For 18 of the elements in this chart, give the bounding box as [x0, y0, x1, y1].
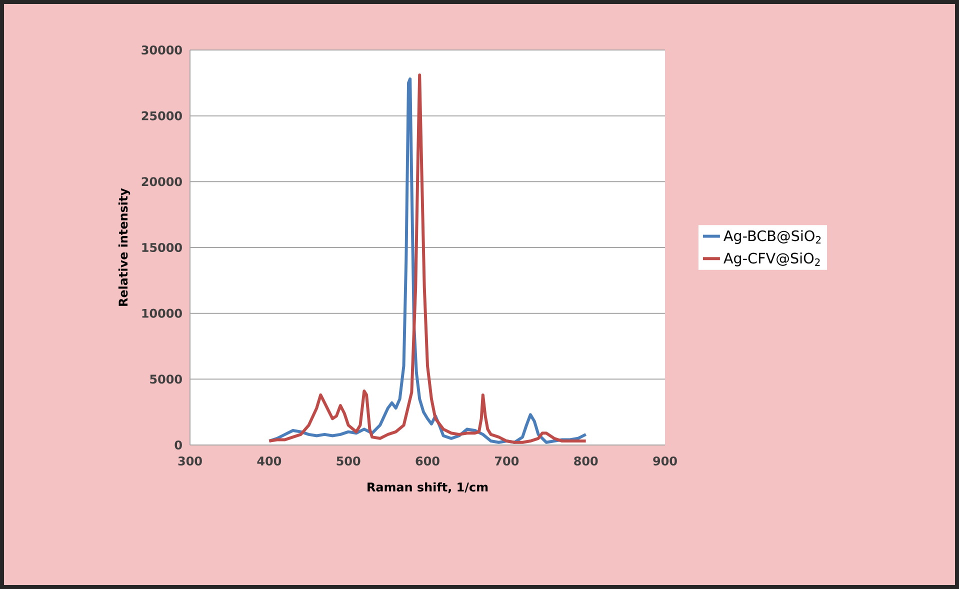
x-tick-label: 900: [653, 456, 677, 466]
legend-label: Ag-CFV@SiO$_{2}$: [724, 252, 820, 266]
x-tick-label: 600: [416, 456, 440, 466]
x-tick-label: 500: [336, 456, 360, 466]
y-tick-label: 25000: [142, 111, 182, 120]
y-tick-label: 30000: [142, 45, 182, 55]
y-tick-label: 5000: [150, 374, 182, 384]
y-tick-label: 0: [174, 440, 182, 450]
x-tick-label: 300: [178, 456, 202, 466]
y-tick-label: 15000: [142, 242, 182, 252]
y-axis-title: Relative intensity: [118, 188, 130, 306]
x-tick-label: 700: [494, 456, 519, 466]
legend-label: Ag-BCB@SiO$_{2}$: [724, 230, 821, 244]
y-tick-label: 10000: [142, 308, 182, 318]
x-axis-title: Raman shift, 1/cm: [368, 482, 488, 494]
y-tick-label: 20000: [142, 177, 182, 186]
x-tick-label: 800: [574, 456, 598, 466]
x-tick-label: 400: [257, 456, 282, 466]
